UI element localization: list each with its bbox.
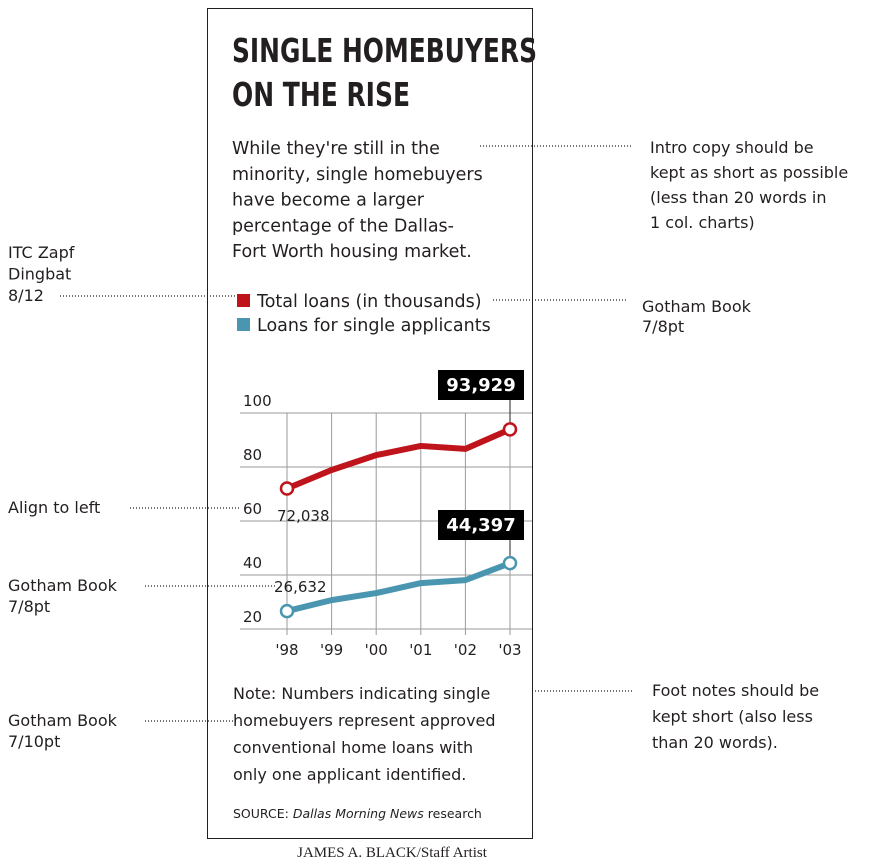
series-line	[285, 426, 512, 492]
annotation: Gotham Book	[8, 711, 118, 730]
chart-subtitle: Fort Worth housing market.	[232, 242, 472, 262]
point-marker	[279, 603, 295, 619]
chart-subtitle: While they're still in the	[232, 139, 440, 159]
annotation: 8/12	[8, 286, 44, 305]
series-line	[286, 560, 512, 615]
point-marker	[502, 422, 518, 437]
annotation: Gotham Book	[642, 297, 752, 316]
annotation: (less than 20 words in	[650, 188, 827, 207]
legend-swatch	[237, 294, 250, 307]
footnote: Note: Numbers indicating single	[233, 684, 490, 703]
x-tick-label: '01	[409, 641, 432, 659]
y-tick-label: 80	[243, 446, 262, 464]
chart-title: SINGLE HOMEBUYERS	[232, 31, 537, 70]
label-box	[438, 510, 524, 540]
chart-subtitle: have become a larger	[232, 191, 425, 211]
x-tick-label: '02	[454, 641, 477, 659]
chart-frame	[207, 8, 533, 839]
annotation: 7/10pt	[8, 732, 60, 751]
y-tick-label: 60	[243, 500, 262, 518]
source-label: SOURCE:	[233, 806, 289, 821]
x-tick-label: '00	[365, 641, 388, 659]
x-tick-label: '98	[275, 641, 298, 659]
legend-label: Total loans (in thousands)	[256, 292, 482, 312]
data-label: 44,397	[446, 515, 515, 536]
annotation: 1 col. charts)	[650, 213, 755, 232]
y-tick-label: 40	[243, 554, 262, 572]
annotation: 7/8pt	[642, 317, 684, 336]
data-label: 93,929	[446, 375, 515, 396]
x-tick-label: '03	[498, 641, 521, 659]
chart-subtitle: percentage of the Dallas-	[232, 216, 454, 236]
annotation: Foot notes should be	[652, 681, 819, 700]
annotation: 7/8pt	[8, 597, 50, 616]
source-publication: Dallas Morning News	[293, 806, 424, 821]
footnote: conventional home loans with	[233, 738, 473, 757]
chart-subtitle: minority, single homebuyers	[232, 165, 483, 185]
source: SOURCE: Dallas Morning News research	[233, 806, 482, 821]
y-tick-label: 100	[243, 392, 272, 410]
credit: JAMES A. BLACK/Staff Artist	[297, 845, 488, 861]
footnote: only one applicant identified.	[233, 765, 466, 784]
chart-title: ON THE RISE	[232, 75, 410, 114]
point-marker	[502, 555, 518, 571]
source-suffix: research	[428, 806, 482, 821]
annotation: kept as short as possible	[650, 163, 848, 182]
annotation: Dingbat	[8, 265, 71, 284]
annotation: than 20 words).	[652, 733, 778, 752]
data-label: 72,038	[277, 507, 330, 525]
point-marker	[279, 481, 295, 496]
annotation: ITC Zapf	[8, 243, 75, 262]
annotation: Gotham Book	[8, 576, 118, 595]
x-tick-label: '99	[320, 641, 343, 659]
legend-label: Loans for single applicants	[257, 316, 491, 336]
annotation: Align to left	[8, 498, 100, 517]
label-box	[438, 370, 524, 400]
data-label: 26,632	[274, 578, 327, 596]
legend-swatch	[237, 318, 250, 331]
footnote: homebuyers represent approved	[233, 711, 496, 730]
annotation: kept short (also less	[652, 707, 813, 726]
annotation: Intro copy should be	[650, 138, 814, 157]
y-tick-label: 20	[243, 608, 262, 626]
